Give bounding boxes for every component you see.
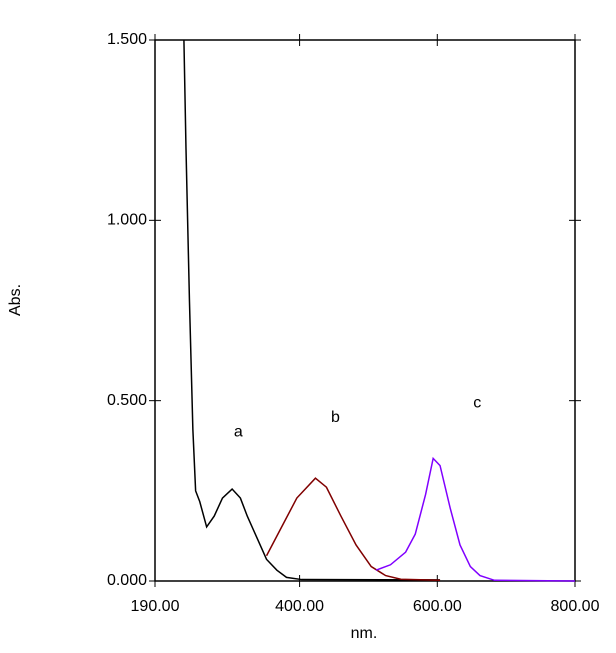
spectrum-line — [265, 477, 441, 582]
spectrum-line — [375, 456, 576, 582]
y-tick-label: 1.500 — [107, 31, 147, 48]
x-tick-label: 800.00 — [551, 598, 600, 615]
y-tick-label: 0.500 — [107, 392, 147, 409]
x-tick-label: 600.00 — [413, 598, 462, 615]
spectrum-line — [183, 39, 441, 581]
plot-frame — [154, 39, 576, 582]
y-tick-label: 1.000 — [107, 212, 147, 229]
annotation: a — [234, 423, 243, 440]
x-axis-label: nm. — [351, 625, 378, 642]
x-tick-label: 190.00 — [131, 598, 180, 615]
annotation: b — [331, 409, 340, 426]
annotation: c — [473, 394, 481, 411]
y-axis-label: Abs. — [7, 284, 24, 316]
x-tick-label: 400.00 — [275, 598, 324, 615]
y-tick-label: 0.000 — [107, 572, 147, 589]
